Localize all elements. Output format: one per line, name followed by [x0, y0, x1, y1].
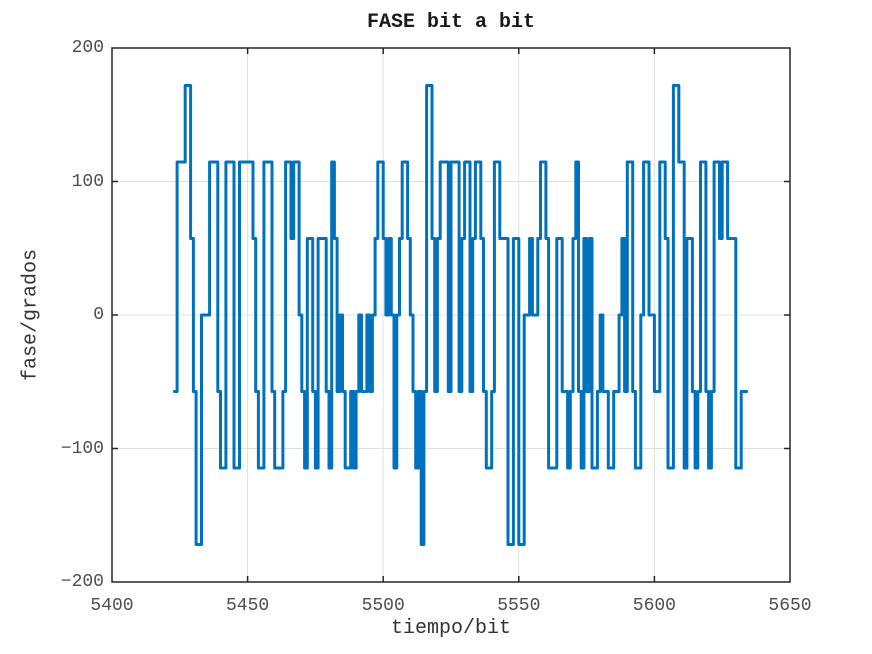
x-axis-label: tiempo/bit	[390, 617, 512, 640]
x-tick-label: 5600	[632, 596, 676, 616]
x-tick-label: 5400	[90, 596, 134, 616]
x-tick-label: 5650	[768, 596, 812, 616]
y-tick-label: 200	[71, 38, 104, 58]
x-tick-label: 5550	[497, 596, 541, 616]
chart-title: FASE bit a bit	[366, 11, 536, 34]
x-tick-label: 5500	[361, 596, 405, 616]
y-axis-label: fase/grados	[19, 248, 43, 382]
y-tick-label: 100	[71, 171, 104, 192]
y-tick-label: 0	[93, 305, 104, 325]
y-tick-label: −100	[60, 438, 104, 459]
phase-series-path	[172, 84, 749, 546]
y-tick-label: −200	[60, 572, 104, 592]
x-tick-label: 5450	[225, 596, 270, 616]
